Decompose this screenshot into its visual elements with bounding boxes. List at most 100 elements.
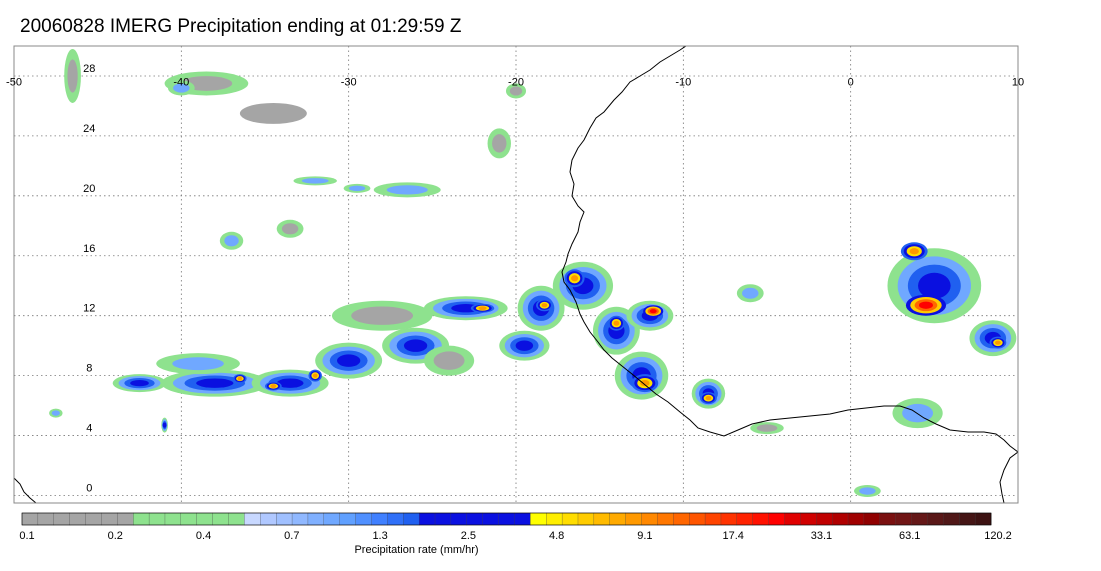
colorbar-swatch	[895, 512, 913, 526]
colorbar-swatch	[180, 512, 198, 526]
precip-contour	[571, 275, 579, 282]
precip-cell	[331, 300, 433, 331]
precip-cell	[700, 392, 717, 405]
colorbar-swatch	[148, 512, 166, 526]
colorbar-swatch	[53, 512, 71, 526]
precip-contour	[756, 424, 778, 432]
precip-contour	[403, 339, 428, 352]
precip-cell	[112, 374, 167, 393]
precip-cell	[276, 219, 304, 238]
colorbar-swatch	[291, 512, 309, 526]
precip-contour	[130, 380, 149, 387]
colorbar-tick-label: 17.4	[722, 530, 743, 542]
colorbar-swatch	[704, 512, 722, 526]
colorbar-swatch	[911, 512, 928, 526]
precip-cell	[265, 381, 282, 391]
precip-cell	[64, 48, 81, 103]
precip-cell	[167, 80, 195, 96]
precip-cell	[373, 182, 441, 198]
precip-contour	[281, 223, 299, 235]
precip-cell	[315, 342, 383, 379]
colorbar-swatch	[593, 512, 611, 526]
precip-cell	[750, 422, 784, 435]
precip-contour	[515, 340, 534, 351]
colorbar-swatch	[657, 512, 674, 526]
colorbar: 0.1 0.2 0.4 0.7 1.3 2.5 4.8 9.1 17.4 33.1 63.1 120.…	[19, 512, 1012, 556]
colorbar-swatch	[800, 512, 817, 526]
precip-cell	[499, 330, 550, 361]
colorbar-swatch	[244, 512, 261, 526]
lat-tick-label: 16	[83, 243, 95, 255]
colorbar-swatch	[577, 512, 595, 526]
map-background	[14, 46, 1018, 503]
lon-tick-label: -50	[6, 76, 22, 88]
colorbar-swatch	[641, 512, 658, 526]
colorbar-swatch	[863, 512, 881, 526]
precip-cell	[219, 231, 244, 250]
precip-contour	[270, 384, 277, 389]
colorbar-swatch	[768, 512, 785, 526]
precip-cell	[156, 353, 240, 375]
lat-tick-label: 28	[83, 63, 95, 75]
colorbar-swatch	[228, 512, 245, 526]
precip-contour	[918, 272, 951, 299]
lon-tick-label: -30	[341, 76, 357, 88]
lat-tick-label: 4	[86, 423, 92, 435]
colorbar-swatch	[339, 512, 357, 526]
map-frame	[13, 45, 1019, 504]
colorbar-swatch	[307, 512, 325, 526]
precip-contour	[276, 378, 304, 388]
colorbar-tick-label: 120.2	[984, 530, 1012, 542]
colorbar-swatch	[752, 512, 770, 526]
colorbar-swatch	[927, 512, 944, 526]
precip-contour	[196, 378, 234, 388]
colorbar-swatch	[609, 512, 627, 526]
coastline	[14, 46, 1018, 503]
colorbar-swatch	[418, 512, 436, 526]
precip-contour	[705, 396, 712, 401]
precip-cell	[564, 269, 585, 288]
colorbar-swatch	[847, 512, 865, 526]
colorbar-swatch	[482, 512, 500, 526]
colorbar-swatch	[561, 512, 579, 526]
precip-cell	[343, 183, 371, 193]
colorbar-swatch	[21, 512, 39, 526]
precip-cell	[608, 315, 625, 331]
precip-cell	[470, 303, 495, 313]
precip-cell	[423, 296, 508, 321]
precip-contour	[224, 235, 239, 247]
colorbar-swatch	[720, 512, 738, 526]
axis-labels: -50 -40 -30 -20 -10 0 10 28 24 20 16 12 8 4 0	[6, 63, 1024, 495]
colorbar-swatch	[260, 512, 277, 526]
colorbar-frame	[21, 512, 992, 526]
colorbar-swatch	[736, 512, 754, 526]
precip-contour	[541, 303, 548, 308]
precip-cell	[423, 345, 475, 376]
precip-cell	[900, 242, 928, 261]
precip-cell	[505, 83, 527, 99]
colorbar-swatch	[196, 512, 214, 526]
lon-tick-label: -20	[508, 76, 524, 88]
colorbar-swatch	[784, 512, 801, 526]
colorbar-swatch	[879, 512, 897, 526]
colorbar-swatch	[355, 512, 372, 526]
precip-cell	[989, 336, 1007, 349]
lat-tick-label: 8	[86, 363, 92, 375]
precip-contour	[613, 320, 620, 326]
colorbar-swatch	[85, 512, 102, 526]
precip-cell	[736, 284, 764, 303]
colorbar-tick-label: 63.1	[899, 530, 920, 542]
precip-contour	[902, 403, 934, 423]
colorbar-swatch	[117, 512, 134, 526]
precip-contour	[918, 301, 933, 309]
colorbar-swatch	[831, 512, 849, 526]
precip-contour	[301, 178, 329, 184]
precip-contour	[172, 357, 224, 371]
precip-contour	[492, 134, 507, 153]
colorbar-tick-label: 9.1	[637, 530, 652, 542]
precip-contour	[312, 373, 318, 378]
colorbar-swatch	[69, 512, 86, 526]
colorbar-swatch	[530, 512, 547, 526]
lon-tick-label: 10	[1012, 76, 1024, 88]
